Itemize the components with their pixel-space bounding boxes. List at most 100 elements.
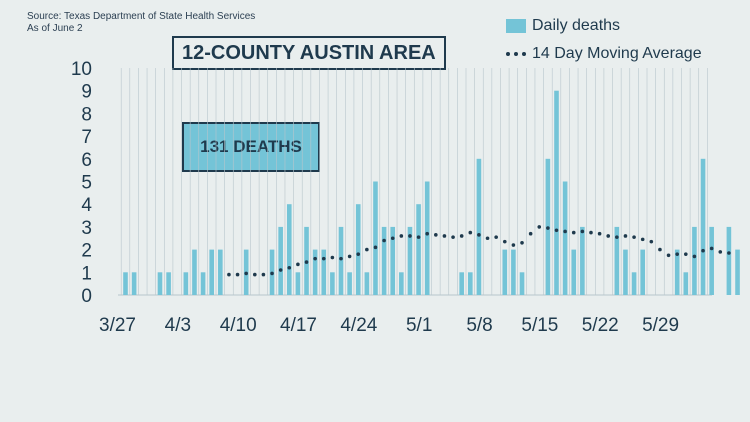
moving-average-point [270,271,274,276]
dots-swatch [506,52,526,56]
y-tick-label: 1 [81,263,92,284]
bar [623,249,628,295]
moving-average-point [278,268,283,272]
bar [554,90,559,295]
moving-average-point [666,253,671,258]
moving-average-point [623,234,628,238]
bar [631,272,637,295]
x-tick-label: 5/29 [642,315,679,336]
moving-average-point [468,230,473,235]
moving-average-point [675,252,679,256]
bar [295,272,301,295]
bar [157,272,163,295]
legend-label: Daily deaths [532,17,621,34]
bar [407,226,413,295]
bar [709,226,714,295]
bar [580,226,585,295]
bar [209,249,214,295]
bar [321,249,327,295]
moving-average-point [477,233,481,237]
moving-average-point [451,235,455,239]
bar [381,226,387,295]
moving-average-point [261,272,266,277]
moving-average-point [356,252,361,256]
source-note: Source: Texas Department of State Health… [27,11,255,35]
moving-average-point [494,235,498,239]
moving-average-point [520,240,524,245]
legend-item-moving-average: 14 Day Moving Average [506,40,702,68]
bar [338,226,344,295]
moving-average-point [390,236,395,241]
moving-average-point [253,272,257,277]
bar [330,272,335,295]
bar [364,272,370,295]
bar [502,249,508,295]
bar [131,272,137,295]
moving-average-point [459,234,464,238]
moving-average-point [528,231,533,236]
bar [614,226,620,295]
moving-average-point [597,231,602,236]
bar-swatch [506,19,526,33]
x-tick-label: 4/10 [220,315,257,336]
chart-title: 12-COUNTY AUSTIN AREA [172,36,446,70]
moving-average-point [580,229,585,234]
bar [459,272,464,295]
moving-average-point [537,225,542,229]
moving-average-point [632,235,636,239]
bar [347,272,352,295]
y-tick-label: 6 [81,150,92,171]
moving-average-point [709,246,714,251]
x-tick-label: 4/17 [280,315,317,336]
moving-average-point [649,239,654,244]
bar [399,272,404,295]
x-tick-label: 5/15 [521,315,558,336]
y-tick-label: 10 [71,59,92,80]
moving-average-point [304,260,309,264]
moving-average-point [589,230,593,235]
bar [424,181,430,295]
moving-average-point [235,272,240,277]
moving-average-point [373,245,378,250]
bar [200,272,206,295]
bar [278,226,283,295]
moving-average-point [330,255,335,260]
bar [192,249,197,295]
legend-item-daily-deaths: Daily deaths [506,12,702,40]
bar [562,181,568,295]
x-tick-label: 3/27 [99,315,136,336]
moving-average-point [382,238,386,243]
moving-average-point [718,250,723,254]
moving-average-point [434,233,438,237]
y-tick-label: 2 [81,241,92,262]
moving-average-point [502,239,507,244]
bar [476,158,482,295]
bar [692,226,697,295]
moving-average-point [347,254,352,259]
moving-average-point [425,231,430,236]
x-tick-label: 4/3 [165,315,191,336]
bar [683,272,689,295]
legend: Daily deaths 14 Day Moving Average [506,12,702,68]
moving-average-point [321,256,326,261]
bar [640,249,645,295]
bar [700,158,706,295]
as-of-line: As of June 2 [27,23,83,34]
bar [511,249,516,295]
y-tick-label: 4 [81,195,92,216]
moving-average-point [485,236,490,241]
bar [468,272,473,295]
moving-average-point [571,230,576,235]
y-tick-label: 3 [81,218,92,239]
bar [735,249,740,295]
moving-average-point [244,271,248,276]
moving-average-point [692,254,697,259]
moving-average-point [658,247,662,252]
bar [355,204,361,295]
x-tick-label: 4/24 [340,315,377,336]
bar [123,272,128,295]
bar [373,181,378,295]
moving-average-point [416,235,421,239]
bar [674,249,680,295]
